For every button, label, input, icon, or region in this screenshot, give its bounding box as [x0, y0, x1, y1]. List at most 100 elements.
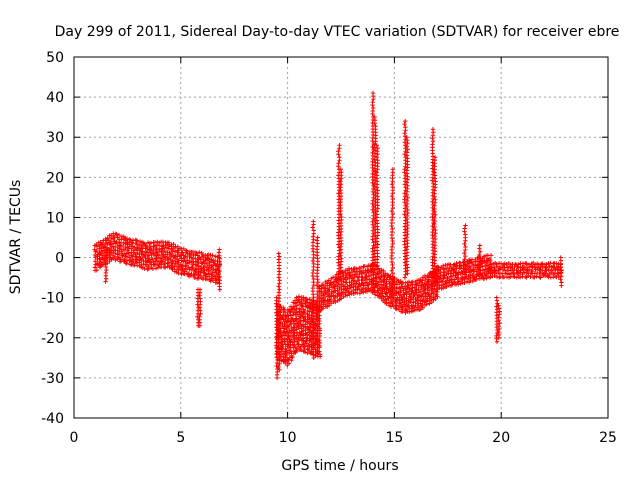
- data-point: [416, 287, 421, 292]
- data-point: [404, 168, 409, 173]
- data-point: [217, 268, 222, 274]
- data-point: [376, 280, 381, 285]
- data-point: [463, 223, 468, 228]
- data-point: [373, 160, 378, 165]
- data-point: [170, 258, 175, 263]
- data-point: [538, 264, 543, 270]
- data-point: [135, 257, 140, 262]
- data-point: [338, 184, 343, 190]
- data-point: [100, 248, 106, 253]
- y-tick-label: -10: [41, 291, 64, 307]
- data-spike: [477, 243, 483, 276]
- data-point: [145, 247, 150, 253]
- data-point: [398, 288, 403, 294]
- data-point: [370, 99, 375, 105]
- data-point: [296, 294, 302, 299]
- data-point: [116, 232, 122, 238]
- data-point: [136, 260, 142, 265]
- data-point: [374, 209, 380, 214]
- data-point: [406, 279, 412, 285]
- data-band: [487, 260, 564, 280]
- data-point: [354, 281, 359, 286]
- data-point: [339, 214, 344, 220]
- data-point: [315, 235, 320, 240]
- data-spike: [314, 235, 321, 357]
- data-point: [123, 260, 129, 266]
- data-point: [184, 248, 189, 253]
- data-point: [400, 297, 405, 302]
- data-point: [311, 331, 316, 336]
- data-point: [276, 364, 281, 370]
- data-point: [211, 267, 216, 272]
- data-point: [310, 234, 316, 239]
- data-point: [477, 249, 483, 254]
- data-point: [311, 261, 316, 267]
- data-point: [481, 276, 487, 282]
- data-point: [114, 232, 119, 237]
- plot-frame: [73, 56, 609, 419]
- data-point: [430, 284, 435, 289]
- x-tick-label: 15: [385, 430, 403, 446]
- data-point: [338, 253, 343, 258]
- data-point: [315, 303, 320, 309]
- data-point: [405, 147, 410, 152]
- data-point: [477, 243, 483, 248]
- data-point: [315, 291, 320, 297]
- data-point: [430, 257, 435, 262]
- data-point: [213, 254, 218, 259]
- data-point: [457, 260, 462, 265]
- data-point: [308, 306, 313, 311]
- data-point: [320, 282, 326, 287]
- data-point: [276, 337, 281, 343]
- data-point: [458, 281, 463, 286]
- data-point: [171, 241, 176, 247]
- data-point: [169, 242, 174, 247]
- data-point: [354, 266, 359, 272]
- data-point: [548, 268, 554, 274]
- data-point: [448, 271, 453, 276]
- data-point: [98, 251, 103, 257]
- data-point: [375, 158, 380, 163]
- data-point: [310, 337, 316, 342]
- data-point: [370, 219, 375, 224]
- data-point: [424, 281, 429, 287]
- data-point: [375, 188, 380, 193]
- data-point: [558, 277, 563, 282]
- data-point: [274, 331, 279, 336]
- data-point: [375, 146, 380, 151]
- data-point: [348, 285, 354, 290]
- data-point: [294, 316, 299, 321]
- data-point: [423, 291, 428, 296]
- data-point: [156, 262, 162, 267]
- data-point: [402, 212, 407, 217]
- data-point: [427, 288, 432, 293]
- data-spike: [462, 223, 468, 280]
- data-point: [274, 354, 280, 360]
- data-point: [404, 296, 409, 301]
- data-point: [288, 339, 293, 345]
- data-point: [378, 270, 384, 276]
- data-point: [336, 280, 342, 286]
- data-point: [108, 255, 113, 260]
- data-point: [277, 254, 282, 259]
- data-point: [340, 290, 346, 296]
- data-point: [276, 251, 281, 256]
- data-point: [390, 214, 395, 220]
- data-point: [408, 295, 413, 300]
- data-point: [314, 306, 320, 312]
- data-point: [494, 304, 499, 309]
- data-point: [196, 272, 201, 277]
- data-point: [550, 267, 556, 273]
- data-point: [478, 258, 483, 264]
- data-point: [164, 242, 170, 248]
- data-point: [180, 263, 186, 268]
- data-point: [402, 131, 407, 136]
- data-point: [315, 286, 321, 291]
- data-point: [375, 194, 380, 199]
- data-point: [276, 328, 281, 334]
- data-point: [197, 314, 202, 319]
- data-point: [314, 238, 320, 243]
- data-point: [430, 127, 436, 132]
- data-point: [103, 279, 108, 284]
- data-point: [216, 250, 222, 255]
